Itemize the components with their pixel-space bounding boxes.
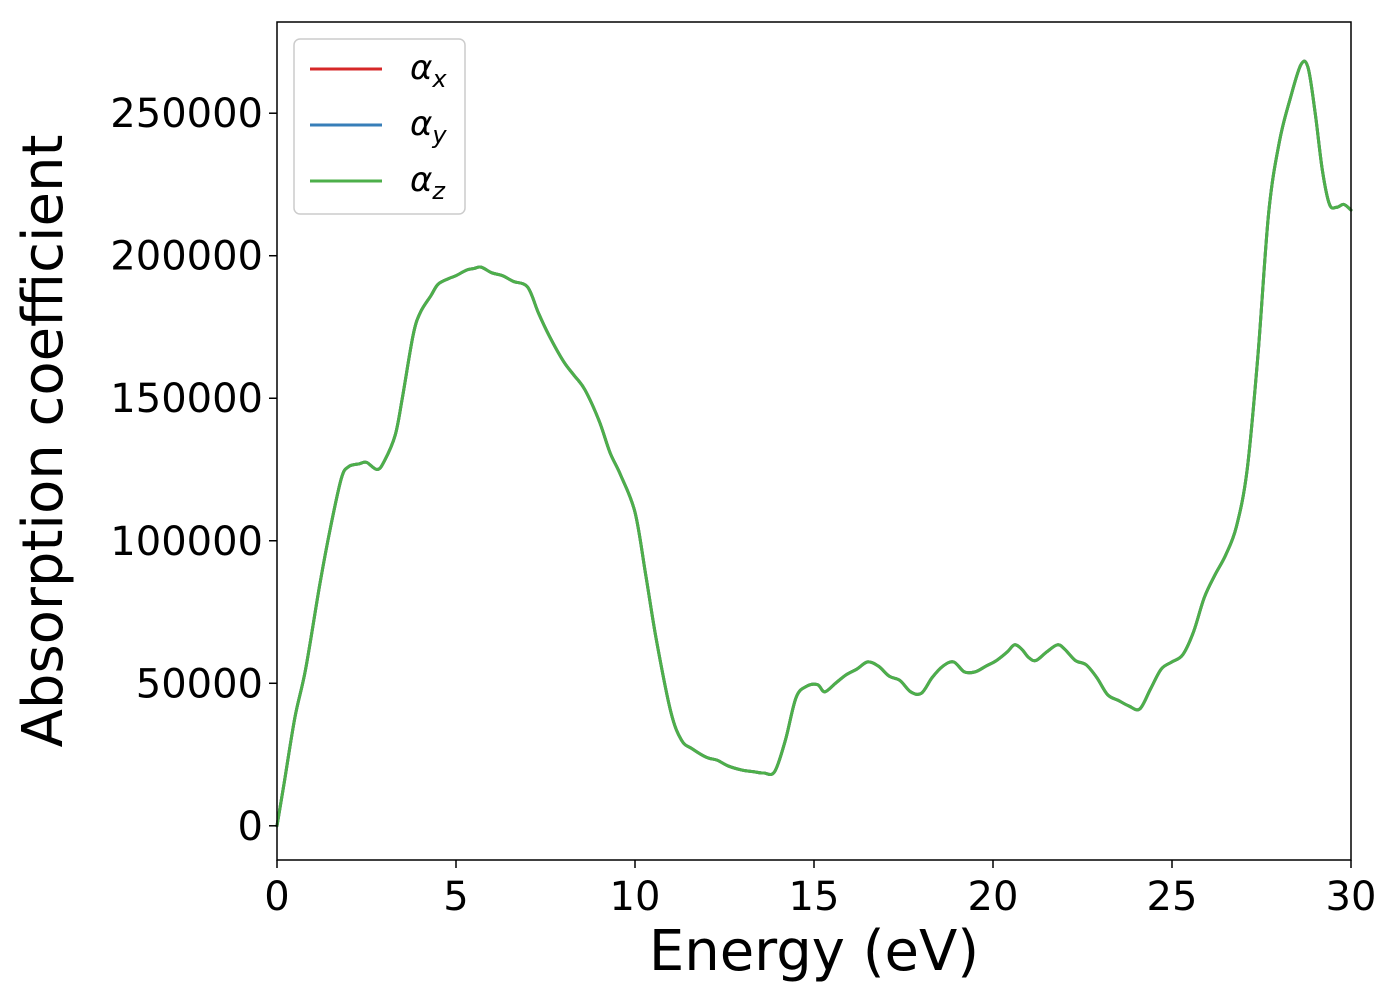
x-tick-label: 0 (264, 874, 289, 920)
y-tick-label: 200000 (110, 234, 263, 280)
y-tick-label: 100000 (110, 519, 263, 565)
x-tick-label: 5 (443, 874, 468, 920)
x-tick-label: 25 (1147, 874, 1198, 920)
x-axis-label: Energy (eV) (649, 919, 979, 984)
y-axis-label: Absorption coefficient (11, 135, 76, 748)
y-tick-label: 50000 (136, 661, 263, 707)
x-tick-label: 10 (610, 874, 661, 920)
series-layer (275, 59, 1353, 828)
y-tick-label: 250000 (110, 91, 263, 137)
x-axis-ticks: 0 5 10 15 20 25 30 (264, 860, 1376, 920)
x-tick-label: 30 (1326, 874, 1377, 920)
series-line-z (275, 59, 1353, 828)
legend-subscript-z: z (431, 177, 446, 205)
x-tick-label: 20 (968, 874, 1019, 920)
y-tick-label: 0 (238, 804, 263, 850)
y-axis-ticks: 0 50000 100000 150000 200000 250000 (110, 91, 277, 850)
legend-subscript-x: x (431, 65, 447, 93)
x-tick-label: 15 (789, 874, 840, 920)
y-tick-label: 150000 (110, 376, 263, 422)
legend-subscript-y: y (431, 121, 447, 149)
